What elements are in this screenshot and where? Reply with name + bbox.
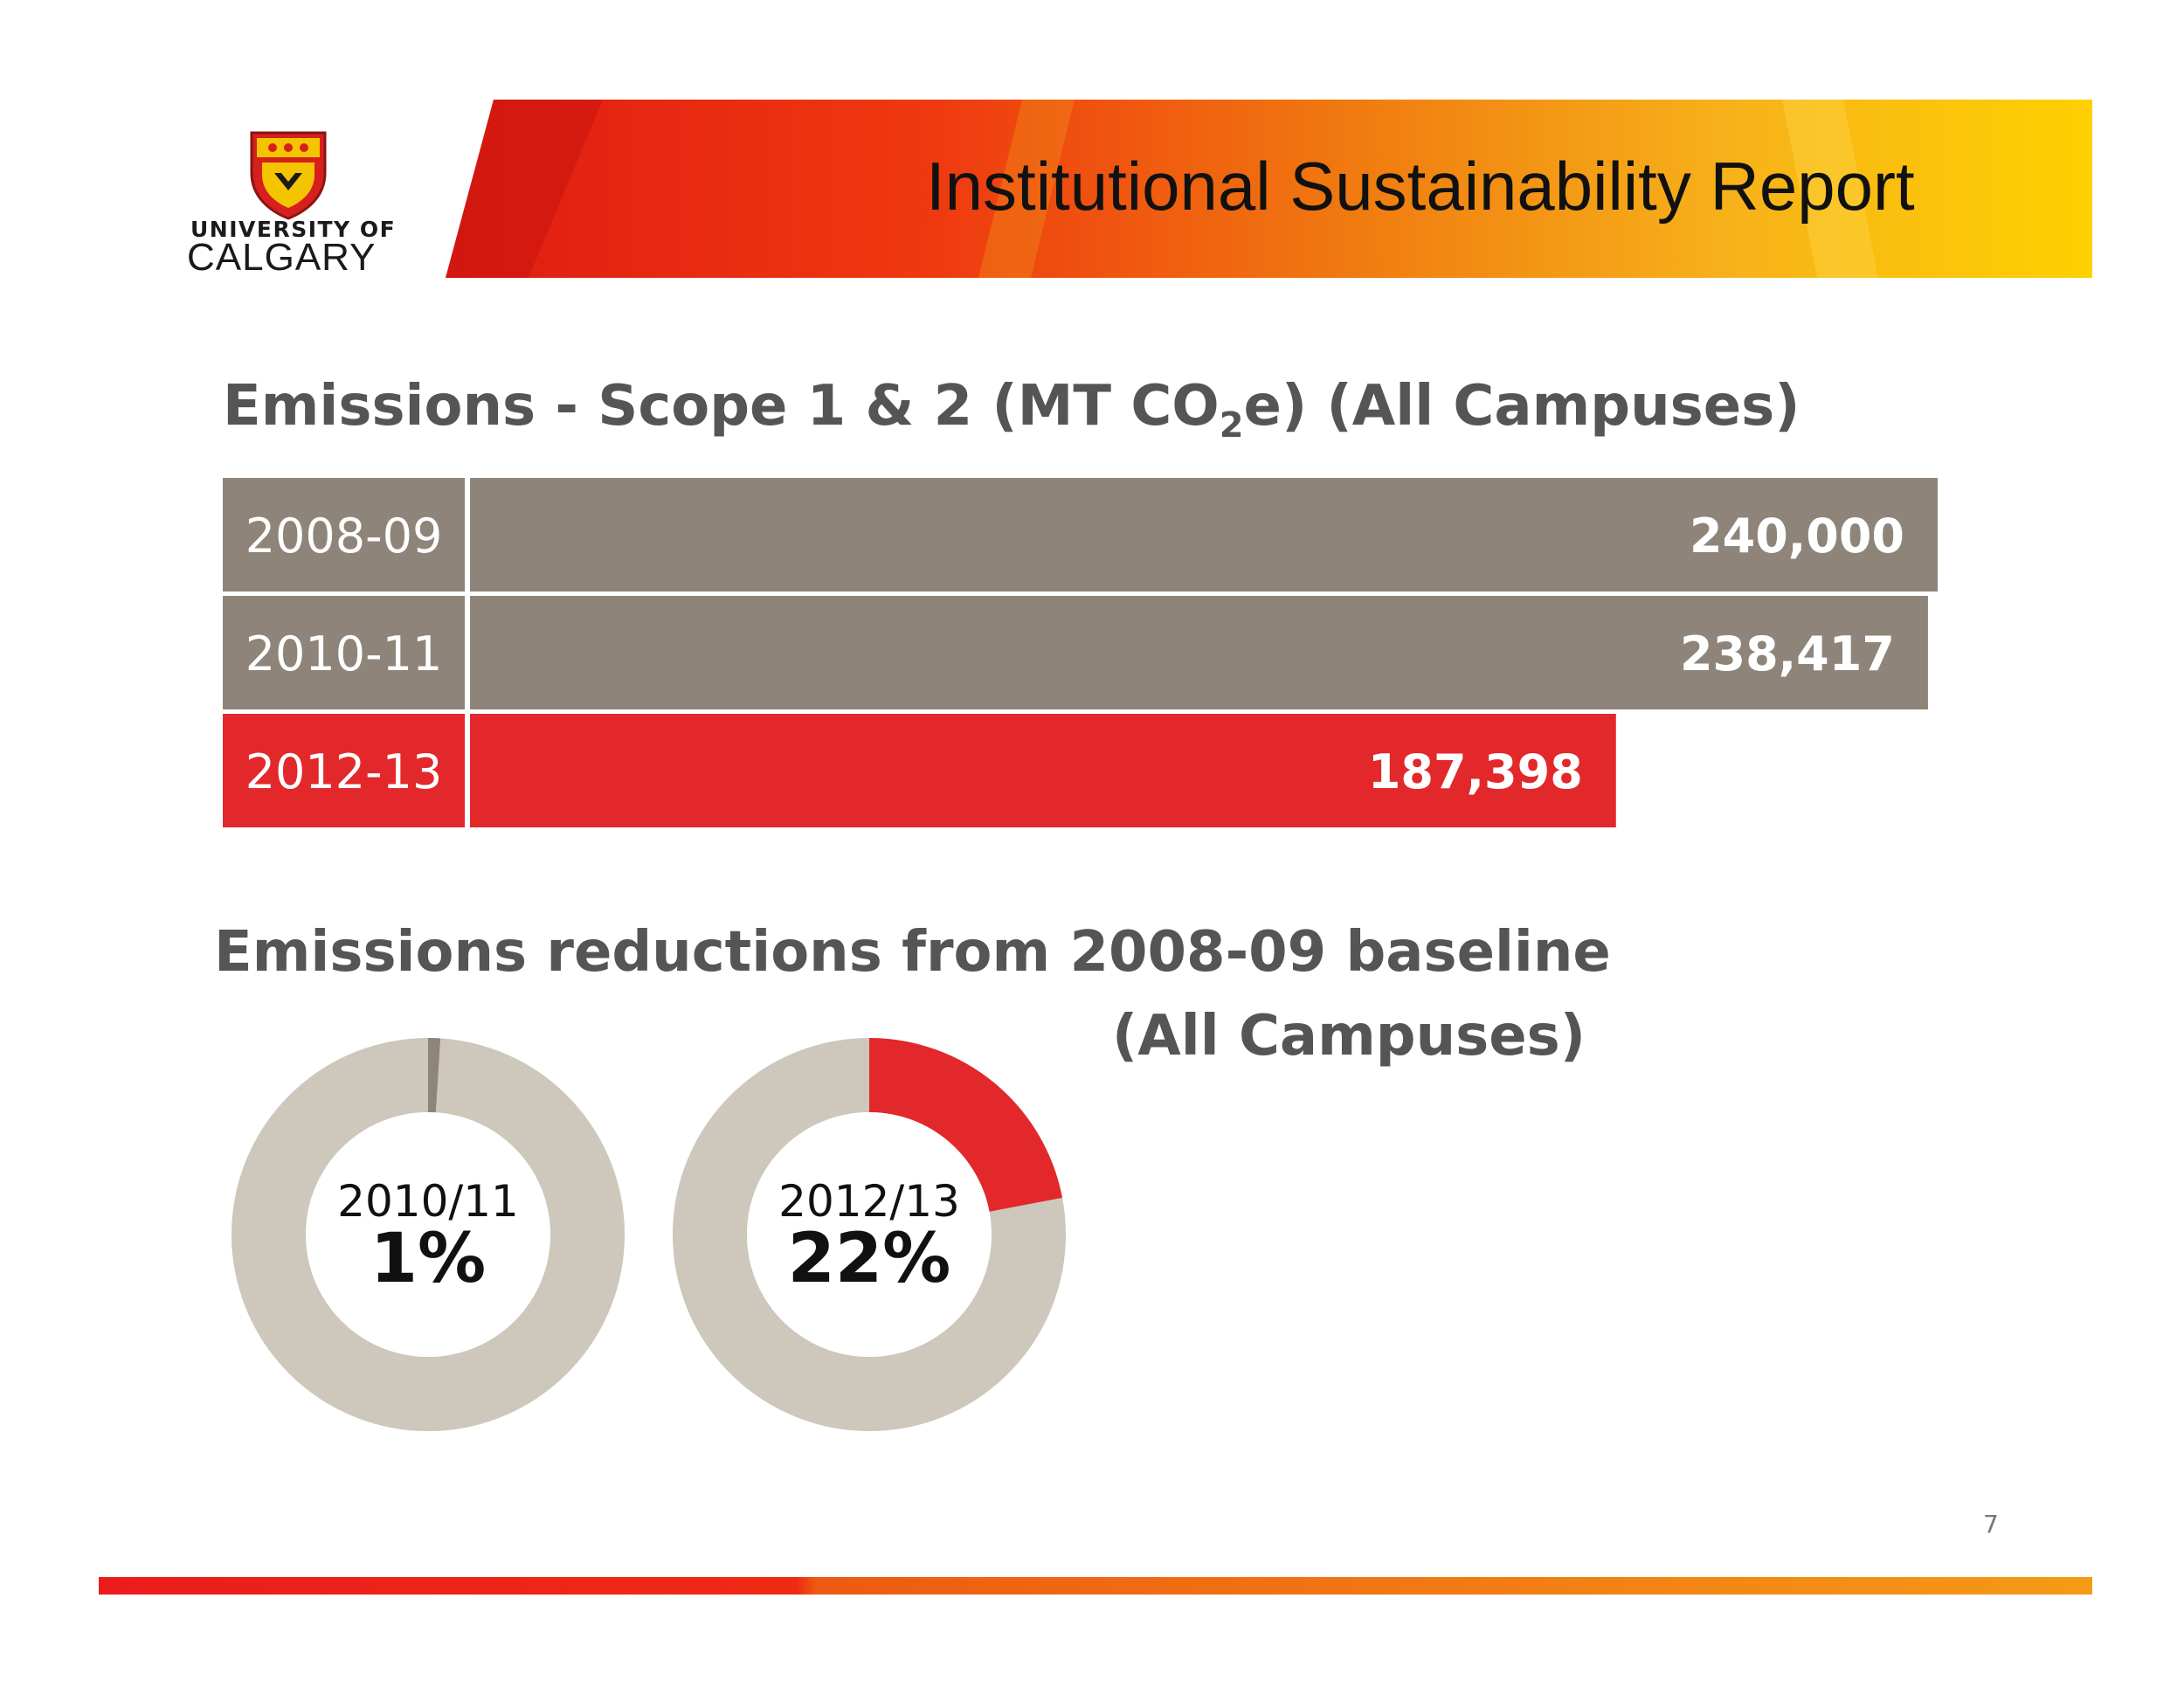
banner-shape xyxy=(446,100,2092,278)
page-number: 7 xyxy=(1983,1510,1999,1539)
donut-hole xyxy=(306,1112,550,1357)
bar-category-box xyxy=(223,714,465,827)
donut-title-line2: (All Campuses) xyxy=(1112,1004,1586,1069)
banner-streak xyxy=(1782,100,1878,278)
bar-value-label: 240,000 xyxy=(1690,508,1904,564)
donut-chart-2010-11: 2010/11 1% xyxy=(232,1038,625,1431)
donut-hole xyxy=(747,1112,992,1357)
bar-category-label: 2008-09 xyxy=(245,508,443,564)
header-banner xyxy=(446,100,2092,278)
bar-chart-title-tail: e) (All Campuses) xyxy=(1243,374,1800,439)
donut-title-line1: Emissions reductions from 2008-09 baseli… xyxy=(214,920,1611,985)
university-logo: UNIVERSITY OF CALGARY xyxy=(183,124,397,281)
bar-category-box xyxy=(223,596,465,709)
bar-chart-title-text: Emissions - Scope 1 & 2 (MT CO xyxy=(223,374,1220,439)
donut-chart-title: Emissions reductions from 2008-09 baseli… xyxy=(214,910,1611,1078)
bar xyxy=(470,596,1928,709)
crest-icon xyxy=(250,131,327,220)
bar-value-label: 187,398 xyxy=(1368,744,1583,799)
banner-streak xyxy=(978,100,1075,278)
logo-text-university: UNIVERSITY OF xyxy=(190,217,397,242)
bar-category-label: 2010-11 xyxy=(245,626,443,681)
bar xyxy=(470,714,1616,827)
bar xyxy=(470,478,1938,591)
donut-year-label: 2010/11 xyxy=(337,1176,519,1227)
donut-graphic xyxy=(232,1038,625,1431)
footer-bar xyxy=(99,1577,2092,1595)
bar-chart-title-subscript: 2 xyxy=(1219,405,1244,446)
donut-percent-label: 1% xyxy=(370,1220,487,1298)
report-title: Institutional Sustainability Report xyxy=(926,148,1915,225)
donut-graphic xyxy=(673,1038,1066,1431)
bar-chart-title: Emissions - Scope 1 & 2 (MT CO2e) (All C… xyxy=(223,374,1800,446)
donut-slice xyxy=(428,1038,441,1113)
donut-year-label: 2012/13 xyxy=(778,1176,960,1227)
bar-category-box xyxy=(223,478,465,591)
donut-slice xyxy=(869,1038,1063,1212)
donut-percent-label: 22% xyxy=(787,1220,951,1298)
logo-text-calgary: CALGARY xyxy=(187,236,377,279)
donut-chart-2012-13: 2012/13 22% xyxy=(673,1038,1066,1431)
bar-category-label: 2012-13 xyxy=(245,744,443,799)
bar-value-label: 238,417 xyxy=(1680,626,1895,681)
banner-streak xyxy=(446,100,603,278)
